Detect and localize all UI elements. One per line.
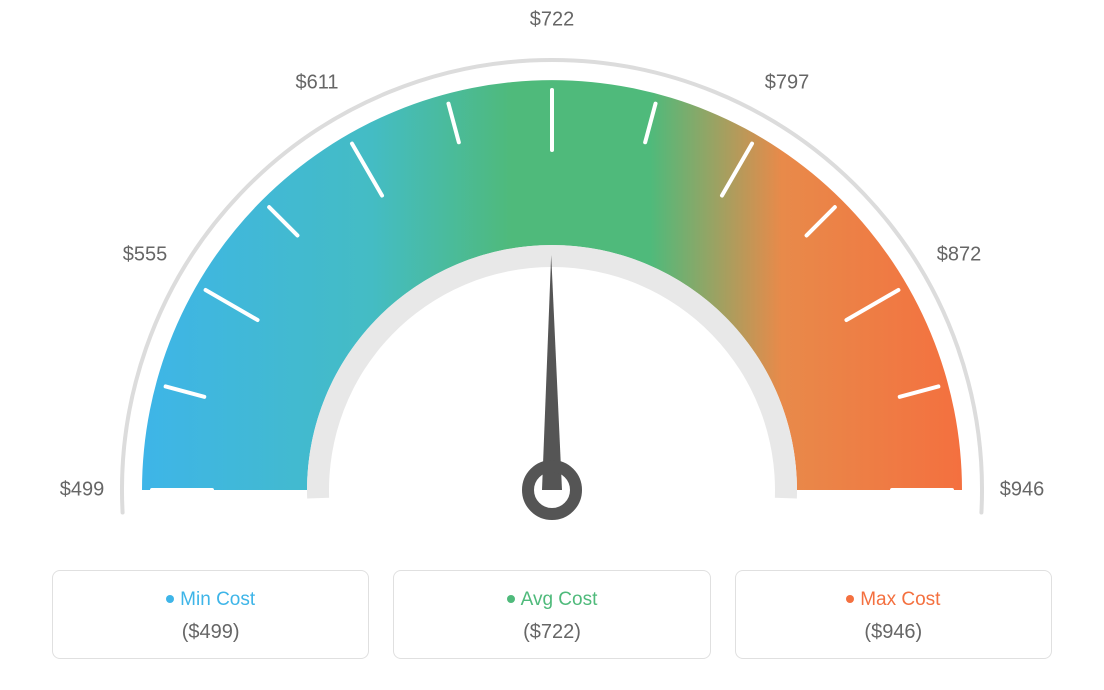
legend-card-max: Max Cost ($946)	[735, 570, 1052, 659]
legend-min-title: Min Cost	[63, 589, 358, 611]
gauge-tick-label: $722	[530, 9, 575, 32]
legend-max-label: Max Cost	[860, 589, 940, 610]
dot-icon	[846, 595, 854, 603]
gauge-tick-label: $555	[123, 244, 168, 267]
gauge-svg	[0, 0, 1104, 560]
gauge-tick-label: $499	[60, 479, 105, 502]
legend-avg-title: Avg Cost	[404, 589, 699, 611]
legend-card-min: Min Cost ($499)	[52, 570, 369, 659]
gauge-tick-label: $946	[1000, 479, 1045, 502]
gauge-tick-label: $797	[765, 71, 810, 94]
legend-max-value: ($946)	[746, 621, 1041, 644]
legend-row: Min Cost ($499) Avg Cost ($722) Max Cost…	[0, 570, 1104, 659]
legend-card-avg: Avg Cost ($722)	[393, 570, 710, 659]
dot-icon	[166, 595, 174, 603]
gauge-chart: $499 $555 $611 $722 $797 $872 $946	[0, 0, 1104, 560]
gauge-tick-label: $611	[295, 71, 338, 94]
gauge-tick-label: $872	[937, 244, 982, 267]
legend-avg-value: ($722)	[404, 621, 699, 644]
dot-icon	[507, 595, 515, 603]
legend-max-title: Max Cost	[746, 589, 1041, 611]
legend-min-value: ($499)	[63, 621, 358, 644]
legend-avg-label: Avg Cost	[521, 589, 598, 610]
legend-min-label: Min Cost	[180, 589, 255, 610]
